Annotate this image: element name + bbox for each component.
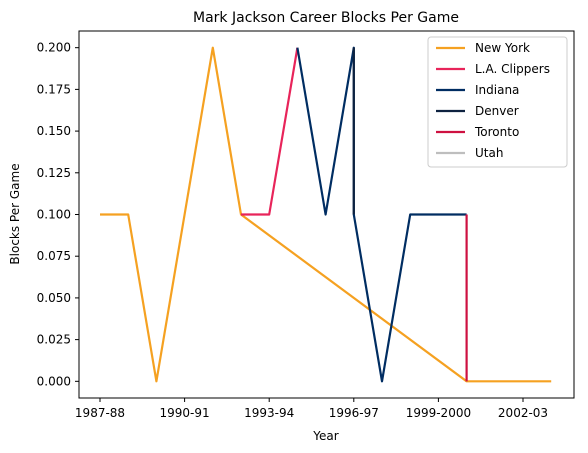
legend-label-3: Denver bbox=[475, 104, 519, 118]
y-tick-label: 0.050 bbox=[37, 291, 71, 305]
legend-label-0: New York bbox=[475, 41, 530, 55]
chart-title: Mark Jackson Career Blocks Per Game bbox=[193, 10, 459, 26]
y-tick-label: 0.000 bbox=[37, 374, 71, 388]
x-axis: 1987-88 1990-91 1993-94 1996-97 1999-2000 200… bbox=[75, 398, 548, 420]
x-tick-label: 1987-88 bbox=[75, 406, 125, 420]
y-tick-label: 0.075 bbox=[37, 249, 71, 263]
y-axis-label: Blocks Per Game bbox=[8, 163, 22, 264]
x-tick-label: 1996-97 bbox=[329, 406, 379, 420]
legend-label-1: L.A. Clippers bbox=[475, 62, 550, 76]
y-tick-label: 0.125 bbox=[37, 166, 71, 180]
x-axis-label: Year bbox=[312, 429, 338, 443]
series-line-0 bbox=[100, 46, 552, 383]
y-tick-label: 0.150 bbox=[37, 124, 71, 138]
plot-lines bbox=[100, 46, 552, 383]
x-tick-label: 1999-2000 bbox=[406, 406, 471, 420]
y-tick-label: 0.025 bbox=[37, 333, 71, 347]
legend-label-4: Toronto bbox=[474, 125, 519, 139]
series-line-1 bbox=[241, 47, 299, 216]
y-axis: 0.000 0.025 0.050 0.075 0.100 0.125 0.150 0.175… bbox=[37, 41, 79, 388]
legend: New York L.A. Clippers Indiana Denver Toront… bbox=[427, 36, 568, 168]
legend-label-5: Utah bbox=[475, 146, 503, 160]
x-tick-label: 1993-94 bbox=[244, 406, 294, 420]
series-line-2 bbox=[296, 46, 467, 383]
y-tick-label: 0.100 bbox=[37, 208, 71, 222]
y-tick-label: 0.175 bbox=[37, 82, 71, 96]
x-tick-label: 2002-03 bbox=[498, 406, 548, 420]
y-tick-label: 0.200 bbox=[37, 41, 71, 55]
x-tick-label: 1990-91 bbox=[160, 406, 210, 420]
legend-label-2: Indiana bbox=[475, 83, 519, 97]
